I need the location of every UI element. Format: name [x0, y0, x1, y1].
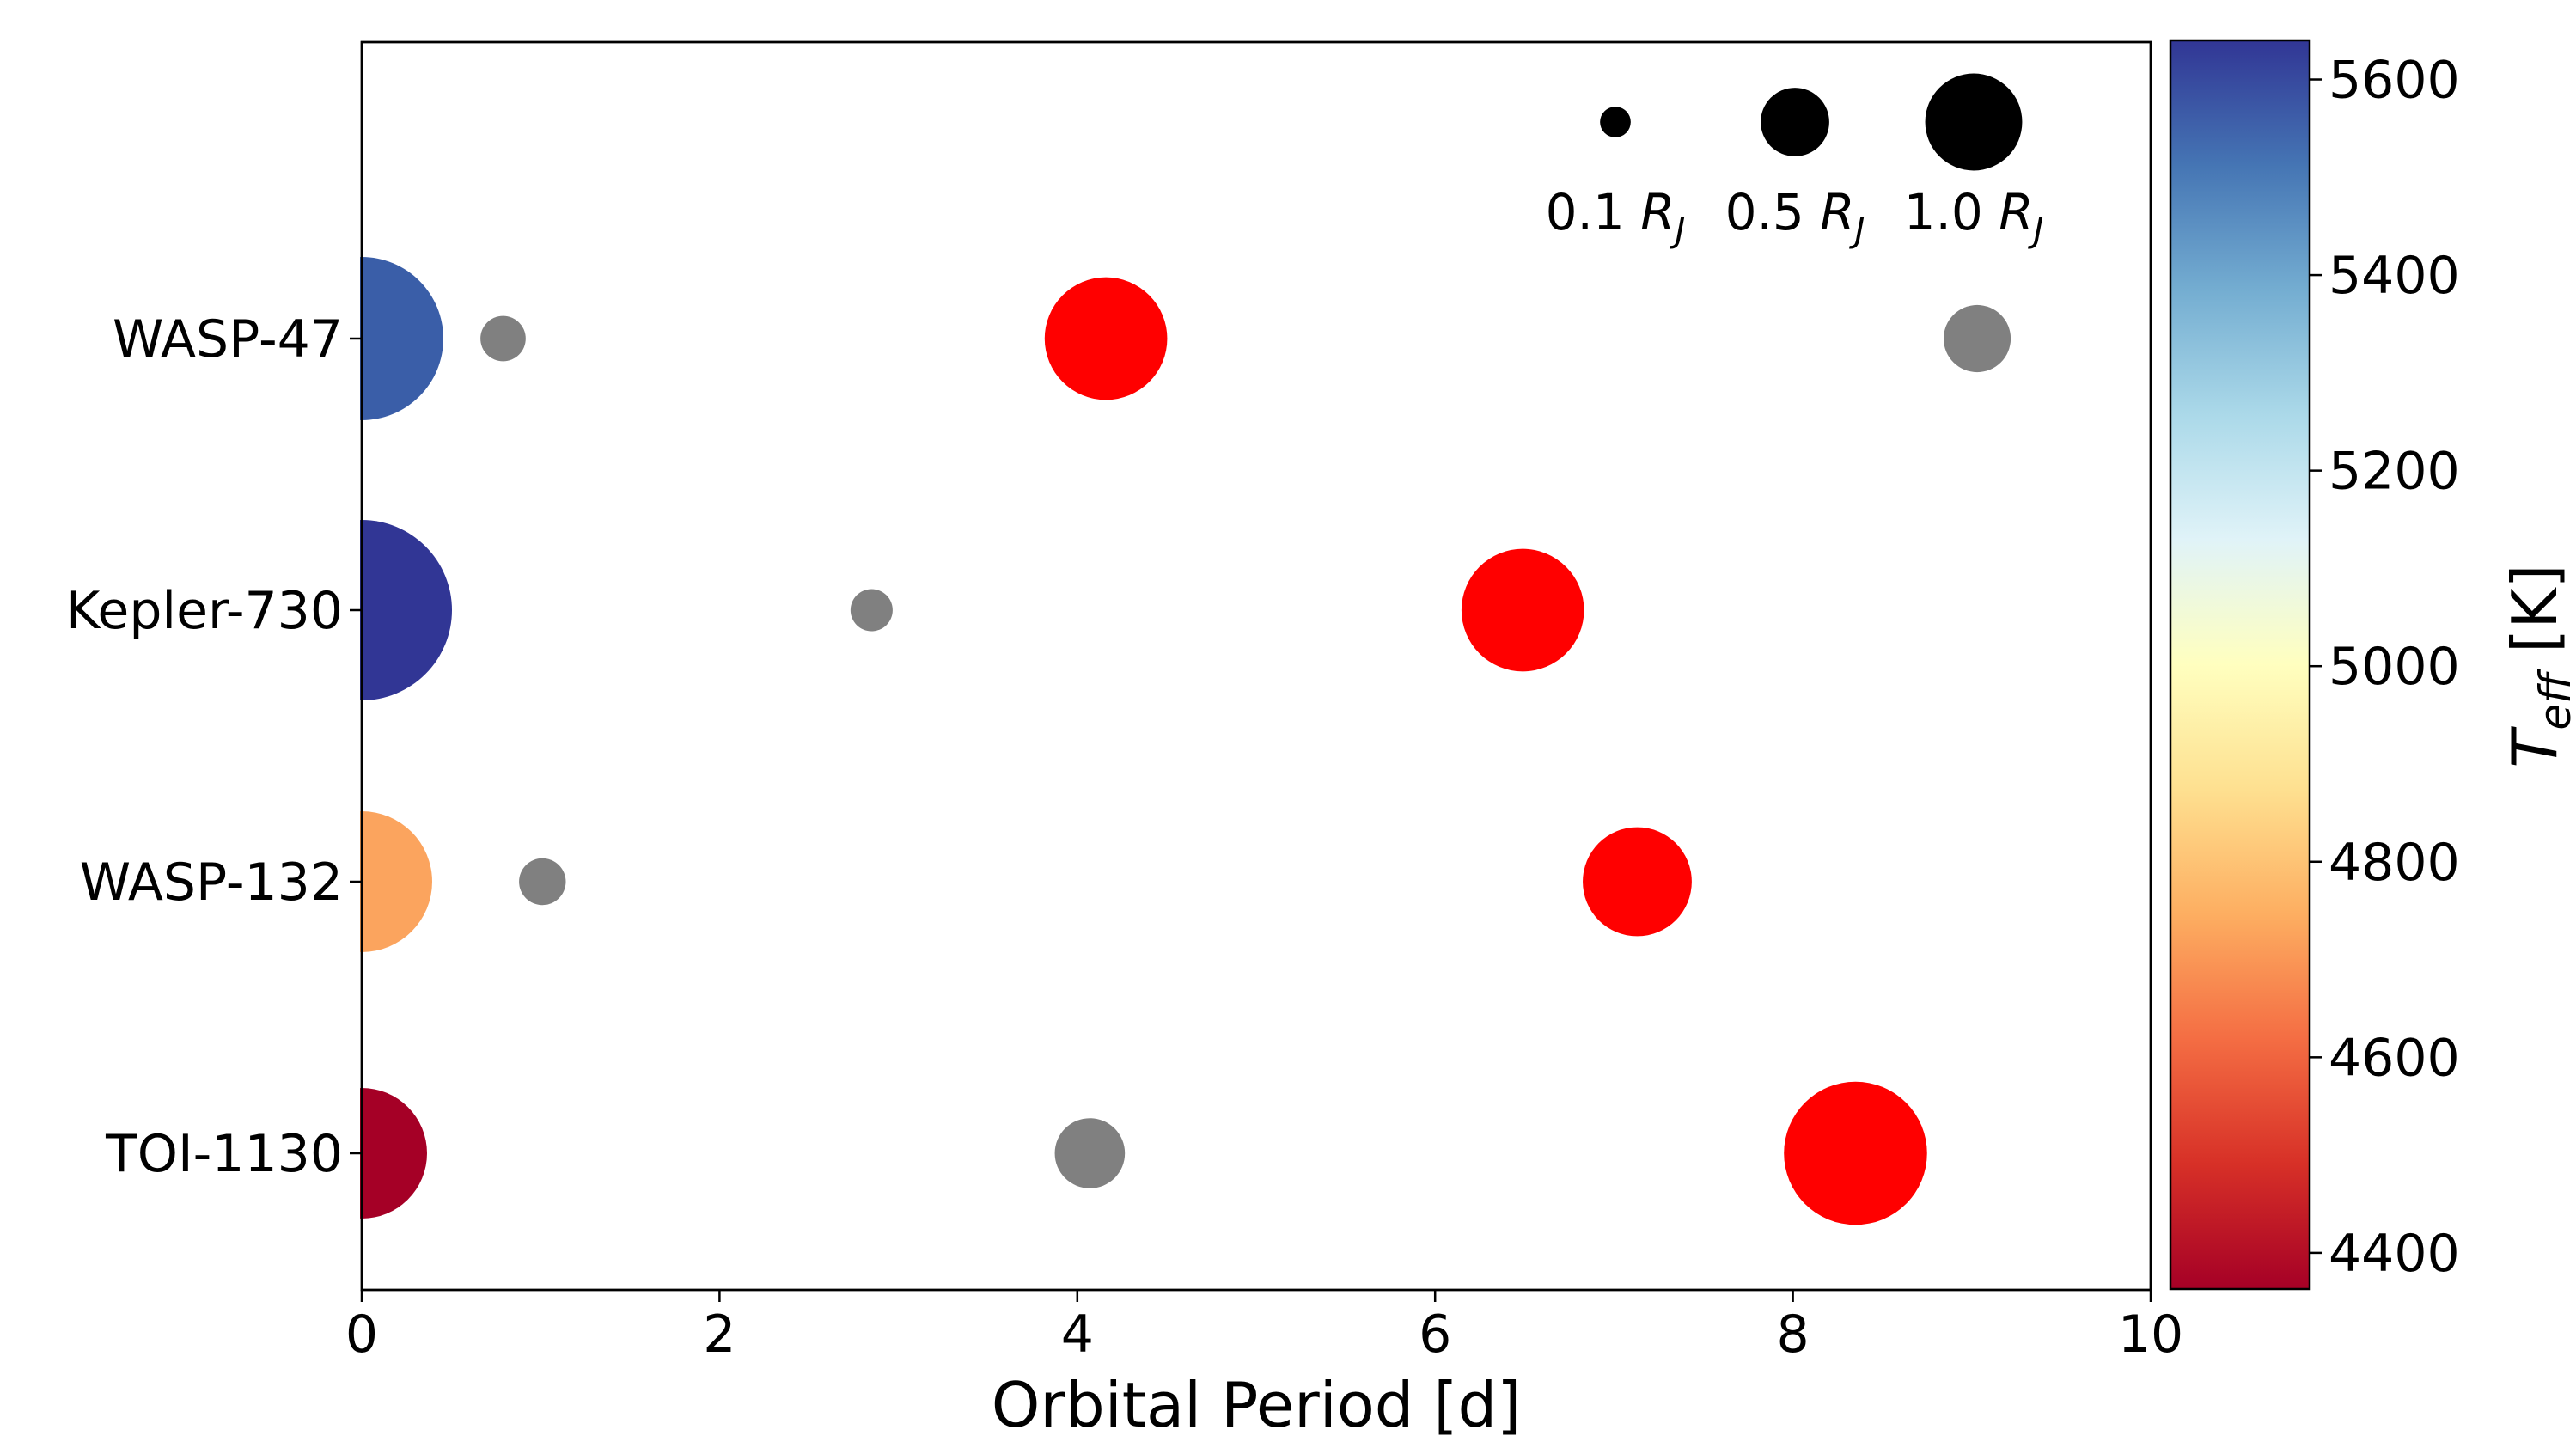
x-axis: 0 2 4 6 8 10 — [345, 1290, 2183, 1365]
colorbar-tick-label-5600: 5600 — [2329, 51, 2460, 111]
colorbar-tick-label-4600: 4600 — [2329, 1028, 2460, 1088]
planet-marker-kepler-730-4 — [1461, 548, 1584, 672]
colorbar-label-unit: [K] — [2499, 564, 2571, 652]
y-tick-label-wasp-47: WASP-47 — [113, 309, 343, 370]
y-tick-label-kepler-730: Kepler-730 — [66, 581, 343, 641]
legend-label-0.1: 0.1 RJ — [1546, 183, 1686, 250]
colorbar-tick-label-5200: 5200 — [2329, 442, 2460, 502]
planet-marker-wasp-47-0 — [480, 315, 526, 362]
planet-marker-wasp-47-1 — [1044, 277, 1168, 400]
colorbar-label-sub: eff — [2530, 669, 2576, 730]
legend-marker-0.1 — [1600, 107, 1631, 137]
size-legend: 0.1 RJ 0.5 RJ 1.0 RJ — [1546, 73, 2044, 250]
y-tick-label-toi-1130: TOI-1130 — [105, 1124, 343, 1184]
x-tick-label: 0 — [345, 1305, 378, 1365]
legend-marker-0.5 — [1761, 88, 1829, 156]
colorbar-gradient — [2169, 39, 2311, 1291]
colorbar-tick-label-5000: 5000 — [2329, 637, 2460, 697]
planet-marker-kepler-730-3 — [850, 589, 893, 632]
y-axis: WASP-47 Kepler-730 WASP-132 TOI-1130 — [66, 309, 362, 1184]
x-axis-title: Orbital Period [d] — [992, 1369, 1522, 1441]
colorbar-label-main: T — [2499, 726, 2571, 768]
legend-label-1.0: 1.0 RJ — [1904, 183, 2044, 250]
colorbar-tick-label-4400: 4400 — [2329, 1224, 2460, 1284]
y-tick-label-wasp-132: WASP-132 — [80, 852, 343, 913]
x-tick-label: 8 — [1777, 1305, 1810, 1365]
legend-marker-1.0 — [1925, 73, 2023, 171]
x-tick-label: 4 — [1061, 1305, 1094, 1365]
x-tick-label: 10 — [2118, 1305, 2183, 1365]
colorbar-tick-label-4800: 4800 — [2329, 833, 2460, 893]
planet-marker-wasp-47-2 — [1943, 304, 2011, 373]
planet-marker-toi-1130-8 — [1784, 1081, 1927, 1225]
legend-label-0.5: 0.5 RJ — [1725, 183, 1865, 250]
planet-marker-wasp-132-5 — [519, 858, 566, 906]
colorbar-label: Teff [K] — [2499, 564, 2576, 767]
planets — [480, 277, 2011, 1225]
x-tick-label: 6 — [1419, 1305, 1451, 1365]
planet-marker-toi-1130-7 — [1054, 1118, 1126, 1188]
colorbar: 4400 4600 4800 5000 5200 5400 5600 Teff [K] — [2169, 39, 2576, 1291]
x-tick-label: 2 — [703, 1305, 736, 1365]
colorbar-ticks: 4400 4600 4800 5000 5200 5400 5600 — [2310, 51, 2460, 1284]
planet-marker-wasp-132-6 — [1583, 827, 1692, 937]
colorbar-tick-label-5400: 5400 — [2329, 246, 2460, 306]
